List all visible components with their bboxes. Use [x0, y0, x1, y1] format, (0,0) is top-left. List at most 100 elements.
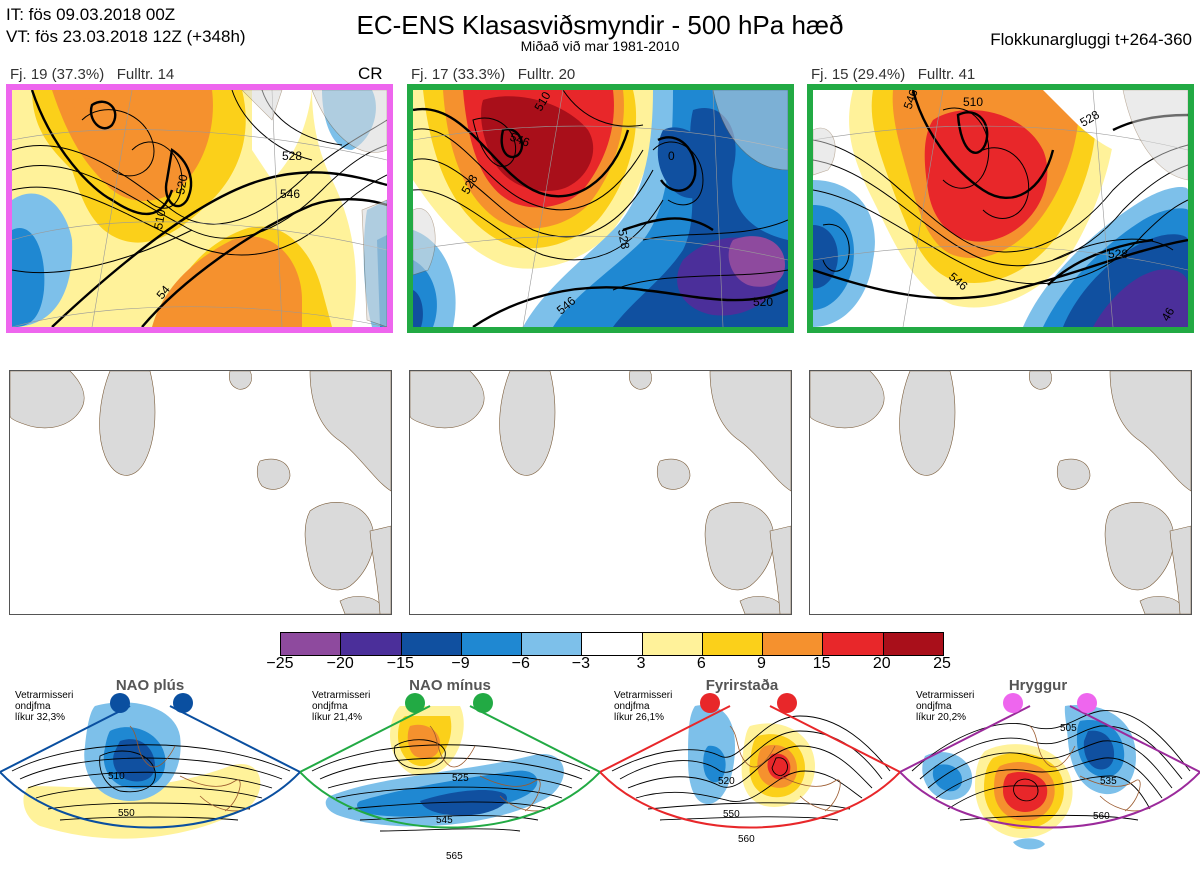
regime-ridge-season: Vetrarmisseri — [916, 690, 975, 701]
regime-ridge-dot — [1077, 693, 1097, 713]
regime-blocking-title: Fyrirstaða — [705, 677, 779, 694]
regime-ridge-note: Vetrarmisseri ondjfma líkur 20,2% — [916, 690, 974, 723]
cluster-2-label: Fj. 17 (33.3%) Fulltr. 20 — [411, 66, 575, 83]
regime-nao-minus-note: Vetrarmisseri ondjfma líkur 21,4% — [312, 690, 370, 723]
cluster-2-map[interactable]: 510 546 528 0 546 520 528 — [407, 84, 794, 333]
regime-nao-minus-dot — [473, 693, 493, 713]
cluster-2-contour-label: 528 — [615, 228, 632, 250]
cluster-2-frequency: Fj. 17 (33.3%) — [411, 66, 506, 83]
colorbar-segment — [281, 633, 342, 655]
regime-nao-minus-contour: 545 — [436, 815, 453, 826]
regime-ridge-title: Hryggur — [1008, 677, 1068, 694]
colorbar-tick-label: −25 — [266, 655, 294, 672]
valid-time: VT: fös 23.03.2018 12Z (+348h) — [6, 27, 246, 46]
regime-nao-minus-contour: 525 — [452, 773, 469, 784]
regime-nao-minus-title: NAO mínus — [409, 677, 491, 694]
colorbar-segment — [461, 633, 523, 655]
colorbar-segment — [823, 633, 884, 655]
colorbar-tick-label: 20 — [872, 655, 891, 672]
cluster-1-basemap — [9, 370, 392, 615]
colorbar-segment — [642, 633, 703, 655]
regime-nao-plus-title: NAO plús — [115, 677, 185, 694]
cluster-1-contour-label: 520 — [173, 173, 190, 195]
regime-ridge: 505 535 560 — [900, 676, 1200, 871]
cluster-2-basemap — [409, 370, 792, 615]
colorbar-segment — [883, 633, 943, 655]
colorbar-tick-label: 15 — [812, 655, 831, 672]
regime-nao-plus-months: ondjfma — [15, 701, 51, 712]
regime-nao-plus-dot — [110, 693, 130, 713]
regime-blocking-note: Vetrarmisseri ondjfma líkur 26,1% — [614, 690, 672, 723]
colorbar-segment — [341, 633, 402, 655]
regime-blocking-months: ondjfma — [614, 701, 650, 712]
colorbar-tick-label: −3 — [571, 655, 591, 672]
colorbar — [280, 632, 944, 656]
regime-ridge-contour: 505 — [1060, 723, 1077, 734]
regime-nao-minus-probability: líkur 21,4% — [312, 712, 363, 723]
colorbar-segment — [582, 633, 643, 655]
colorbar-tick-label: 25 — [933, 655, 951, 672]
init-time: IT: fös 09.03.2018 00Z — [6, 5, 176, 24]
cluster-1-label: Fj. 19 (37.3%) Fulltr. 14 — [10, 66, 174, 83]
colorbar-tick-label: −6 — [511, 655, 530, 672]
regime-blocking-season: Vetrarmisseri — [614, 690, 673, 701]
regime-blocking-contour: 520 — [718, 776, 735, 787]
cluster-3-label: Fj. 15 (29.4%) Fulltr. 41 — [811, 66, 975, 83]
cluster-1-contour-label: 510 — [151, 208, 168, 230]
regime-nao-minus-season: Vetrarmisseri — [312, 690, 371, 701]
regime-nao-minus: 525 545 565 — [300, 676, 600, 871]
regime-nao-minus-months: ondjfma — [312, 701, 348, 712]
regime-nao-plus-contour: 510 — [108, 771, 125, 782]
cluster-3-contour-label: 510 — [963, 95, 983, 109]
cluster-1-contour-label: 528 — [282, 149, 302, 163]
colorbar-tick-label: −20 — [326, 655, 354, 672]
regime-ridge-probability: líkur 20,2% — [916, 712, 967, 723]
cluster-3-contour-label: 46 — [1158, 305, 1177, 324]
colorbar-segment — [763, 633, 824, 655]
colorbar-segment — [702, 633, 764, 655]
regime-blocking-dot — [777, 693, 797, 713]
page-subtitle: Miðað við mar 1981-2010 — [520, 38, 680, 54]
colorbar-tick-label: 6 — [696, 655, 706, 672]
regime-nao-minus-contour: 565 — [446, 851, 463, 862]
colorbar-segment — [522, 633, 583, 655]
colorbar-tick-label: 3 — [636, 655, 646, 672]
regime-blocking-dot — [700, 693, 720, 713]
regime-blocking: 520 550 560 — [600, 676, 900, 871]
cluster-2-contour-label: 520 — [753, 295, 773, 309]
page-title: EC-ENS Klasasviðsmyndir - 500 hPa hæð — [356, 10, 844, 40]
regime-ridge-contour: 560 — [1093, 811, 1110, 822]
classification-window: Flokkunargluggi t+264-360 — [990, 30, 1192, 49]
colorbar-tick-label: 9 — [757, 655, 766, 672]
regime-ridge-dot — [1003, 693, 1023, 713]
cluster-1-contour-label: 546 — [280, 187, 300, 201]
regime-blocking-contour: 560 — [738, 834, 755, 845]
regime-nao-plus-contour: 550 — [118, 808, 135, 819]
regime-blocking-contour: 550 — [723, 809, 740, 820]
cluster-1-frequency: Fj. 19 (37.3%) — [10, 66, 105, 83]
cluster-1-tag: CR — [358, 64, 383, 83]
cluster-3-frequency: Fj. 15 (29.4%) — [811, 66, 906, 83]
cluster-1-map[interactable]: 510 520 528 546 54 — [6, 84, 393, 333]
regime-nao-plus-season: Vetrarmisseri — [15, 690, 74, 701]
cluster-2-contour-label: 546 — [508, 130, 532, 150]
cluster-3-map[interactable]: 546 510 528 546 528 46 — [807, 84, 1194, 333]
cluster-2-representative: Fulltr. 20 — [517, 66, 576, 83]
colorbar-tick-label: −9 — [451, 655, 470, 672]
regime-nao-plus: 510 550 — [0, 676, 300, 871]
cluster-1-representative: Fulltr. 14 — [116, 66, 175, 83]
regime-blocking-probability: líkur 26,1% — [614, 712, 665, 723]
regime-nao-plus-probability: líkur 32,3% — [15, 712, 66, 723]
cluster-3-contour-label: 528 — [1108, 247, 1128, 261]
cluster-3-representative: Fulltr. 41 — [917, 66, 976, 83]
regime-nao-plus-note: Vetrarmisseri ondjfma líkur 32,3% — [15, 690, 73, 723]
cluster-2-contour-label: 0 — [668, 149, 675, 163]
colorbar-tick-label: −15 — [386, 655, 414, 672]
header-info: IT: fös 09.03.2018 00Z VT: fös 23.03.201… — [6, 4, 246, 48]
cluster-3-basemap — [809, 370, 1192, 615]
regime-ridge-contour: 535 — [1100, 776, 1117, 787]
regime-nao-plus-dot — [173, 693, 193, 713]
regime-ridge-months: ondjfma — [916, 701, 952, 712]
colorbar-ticks: −25 −20 −15 −9 −6 −3 3 6 9 15 20 25 — [260, 655, 962, 675]
colorbar-segment — [401, 633, 462, 655]
